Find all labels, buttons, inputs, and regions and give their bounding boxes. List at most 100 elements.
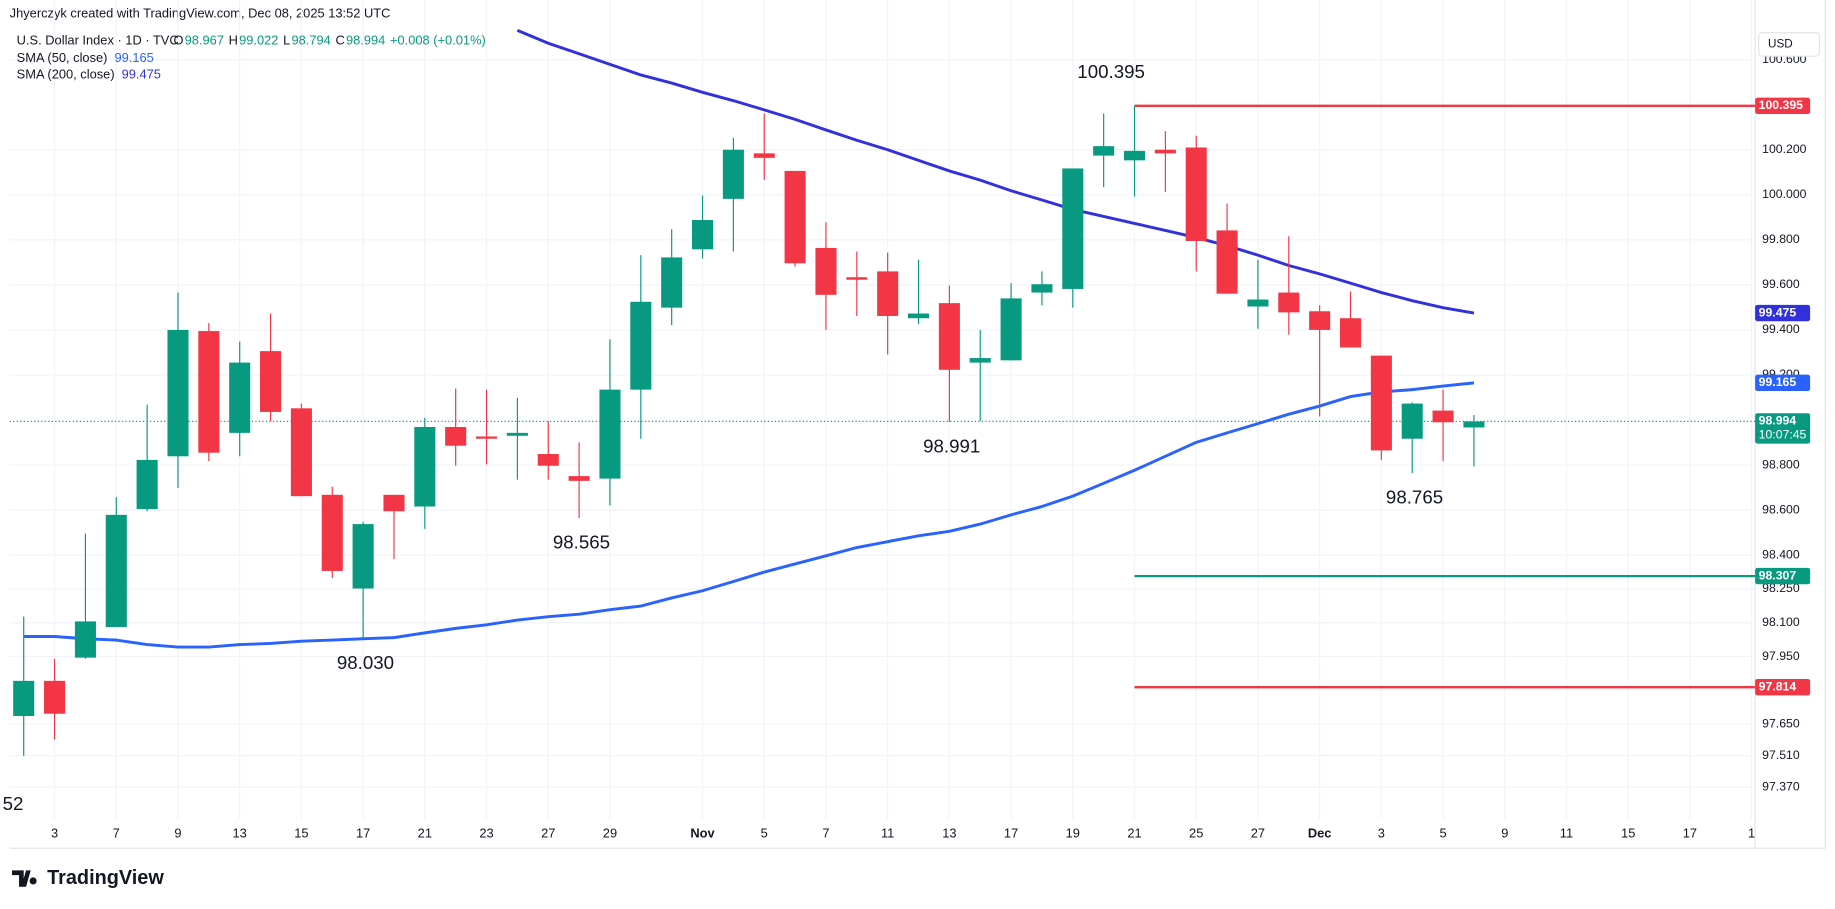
x-tick-label: 13 (233, 826, 247, 841)
overlay-name: SMA (50, close) (17, 50, 108, 65)
candle-body (722, 149, 744, 199)
candle-body (692, 220, 714, 250)
candle-body (1154, 149, 1176, 154)
x-tick-label: 17 (356, 826, 370, 841)
y-tick-label: 100.200 (1762, 142, 1807, 156)
candle-body (753, 153, 775, 158)
x-tick-label: 21 (418, 826, 432, 841)
sma-line (23, 381, 1475, 649)
candle-body (290, 408, 312, 497)
overlay-name: SMA (200, close) (17, 66, 115, 81)
candle-body (506, 432, 528, 436)
currency: USD (1768, 38, 1793, 51)
sma-line (516, 29, 1475, 315)
logo: TradingView (12, 867, 164, 889)
candle-body (352, 524, 374, 589)
x-tick-label: 5 (1439, 826, 1446, 841)
y-tick-label: 98.600 (1762, 502, 1800, 516)
price-tag (1755, 304, 1811, 322)
price-tag-label: 98.307 (1759, 568, 1797, 582)
low-label: 98.991 (923, 436, 980, 457)
x-tick-label: 11 (1560, 826, 1573, 841)
candle-body (877, 271, 899, 316)
candle-body (1062, 168, 1084, 289)
candle-body (661, 257, 683, 308)
x-tick-label: 27 (1251, 826, 1265, 841)
candle-body (1339, 318, 1362, 348)
countdown: 10:07:45 (1759, 428, 1807, 442)
x-tick-label: 19 (1066, 826, 1080, 841)
candle-body (476, 436, 498, 439)
x-tick-label: 9 (1501, 826, 1508, 841)
ohlc-value: 98.794 (291, 32, 330, 47)
overlay-value: 99.165 (114, 50, 153, 65)
candle-body (1463, 421, 1485, 428)
x-tick-label: 7 (113, 826, 120, 841)
candle-body (630, 301, 652, 390)
candle-body (1247, 299, 1269, 307)
price-tag (1755, 413, 1811, 444)
x-tick-label: 5 (761, 826, 768, 841)
price-tag (1755, 374, 1811, 392)
y-tick-label: 98.250 (1762, 581, 1800, 595)
candle-body (537, 454, 559, 466)
y-tick-label: 99.400 (1762, 322, 1800, 336)
x-tick-label: 13 (942, 826, 956, 841)
ohlc-value: 99.022 (239, 32, 278, 47)
ohlc-letter: C (336, 32, 345, 47)
candle-body (969, 358, 991, 363)
credit: Jhyerczyk created with TradingView.com, … (10, 5, 391, 20)
candle-body (260, 351, 282, 412)
y-tick-label: 98.400 (1762, 547, 1800, 561)
candle-body (938, 303, 960, 370)
y-tick-label: 100.000 (1762, 187, 1807, 201)
candle-body (1000, 298, 1022, 361)
candle-body (198, 331, 220, 453)
currency-box (1758, 32, 1821, 57)
y-tick-label: 97.510 (1762, 748, 1800, 762)
candle-body (1216, 230, 1238, 294)
x-tick-label: 25 (1189, 826, 1203, 841)
overlay-value: 99.475 (122, 66, 161, 81)
low-label: 98.565 (553, 532, 610, 553)
price-tag-label: 98.994 (1759, 414, 1797, 428)
x-tick-label: 29 (603, 826, 617, 841)
candle-body (907, 313, 930, 319)
candle-body (1185, 147, 1207, 241)
candle-body (229, 362, 251, 433)
candle-body (1309, 311, 1331, 330)
price-tag (1755, 97, 1811, 115)
price-tag-label: 97.814 (1759, 679, 1797, 693)
x-tick-label: 3 (1378, 826, 1385, 841)
candle-body (1093, 146, 1115, 156)
y-tick-label: 97.950 (1762, 649, 1800, 663)
candle-body (568, 476, 590, 481)
x-tick-label: 17 (1683, 826, 1697, 841)
x-tick-label: 11 (881, 826, 894, 841)
ohlc-value: 98.994 (346, 32, 385, 47)
low-label: 98.030 (337, 652, 394, 673)
candle-body (1432, 410, 1454, 423)
low-label: 98.765 (1386, 487, 1443, 508)
candle-body (445, 427, 467, 446)
ohlc-letter: L (283, 32, 290, 47)
y-tick-label: 98.100 (1762, 615, 1800, 629)
y-tick-label: 98.800 (1762, 457, 1800, 471)
candle-body (1278, 292, 1300, 313)
y-tick-label: 99.800 (1762, 232, 1800, 246)
candle-body (321, 494, 343, 571)
candle-body (105, 514, 127, 628)
y-tick-label: 99.600 (1762, 277, 1800, 291)
candle-body (44, 680, 66, 714)
change: +0.008 (+0.01%) (390, 32, 486, 47)
x-tick-label: 15 (294, 826, 308, 841)
y-tick-label: 97.370 (1762, 779, 1800, 793)
price-tag-label: 99.165 (1759, 375, 1797, 389)
candle-body (1123, 150, 1146, 161)
x-tick-label: 3 (51, 826, 58, 841)
candle-body (414, 427, 436, 507)
x-tick-label: 7 (822, 826, 829, 841)
candle-body (74, 621, 96, 658)
x-tick-label: 21 (1127, 826, 1141, 841)
